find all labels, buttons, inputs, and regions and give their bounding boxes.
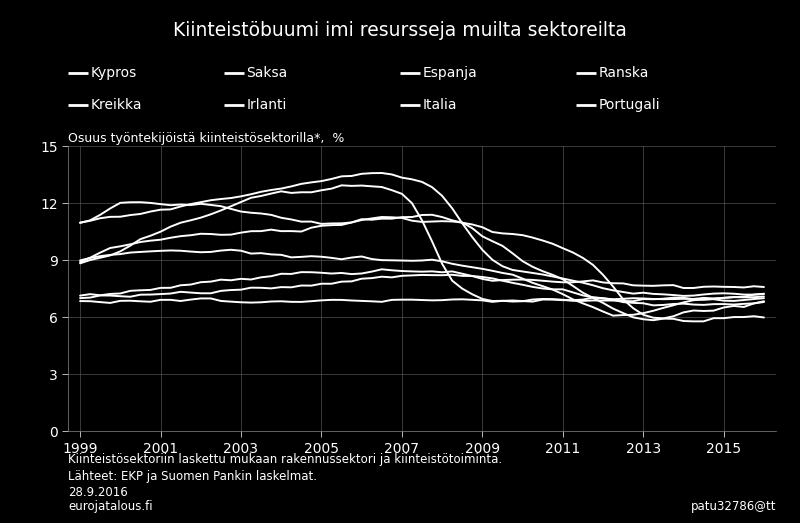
Text: Lähteet: EKP ja Suomen Pankin laskelmat.: Lähteet: EKP ja Suomen Pankin laskelmat. [68, 470, 317, 483]
Text: Portugali: Portugali [598, 98, 660, 111]
Text: Osuus työntekijöistä kiinteistösektorilla*,  %: Osuus työntekijöistä kiinteistösektorill… [68, 132, 344, 145]
Text: Kiinteistösektoriin laskettu mukaan rakennussektori ja kiinteistötoiminta.: Kiinteistösektoriin laskettu mukaan rake… [68, 453, 502, 466]
Text: Saksa: Saksa [246, 66, 288, 80]
Text: Ranska: Ranska [598, 66, 649, 80]
Text: Kiinteistöbuumi imi resursseja muilta sektoreilta: Kiinteistöbuumi imi resursseja muilta se… [173, 21, 627, 40]
Text: patu32786@tt: patu32786@tt [690, 500, 776, 513]
Text: Kypros: Kypros [90, 66, 137, 80]
Text: Kreikka: Kreikka [90, 98, 142, 111]
Text: Irlanti: Irlanti [246, 98, 286, 111]
Text: Italia: Italia [422, 98, 457, 111]
Text: 28.9.2016: 28.9.2016 [68, 486, 128, 499]
Text: Espanja: Espanja [422, 66, 477, 80]
Text: eurojatalous.fi: eurojatalous.fi [68, 500, 153, 513]
